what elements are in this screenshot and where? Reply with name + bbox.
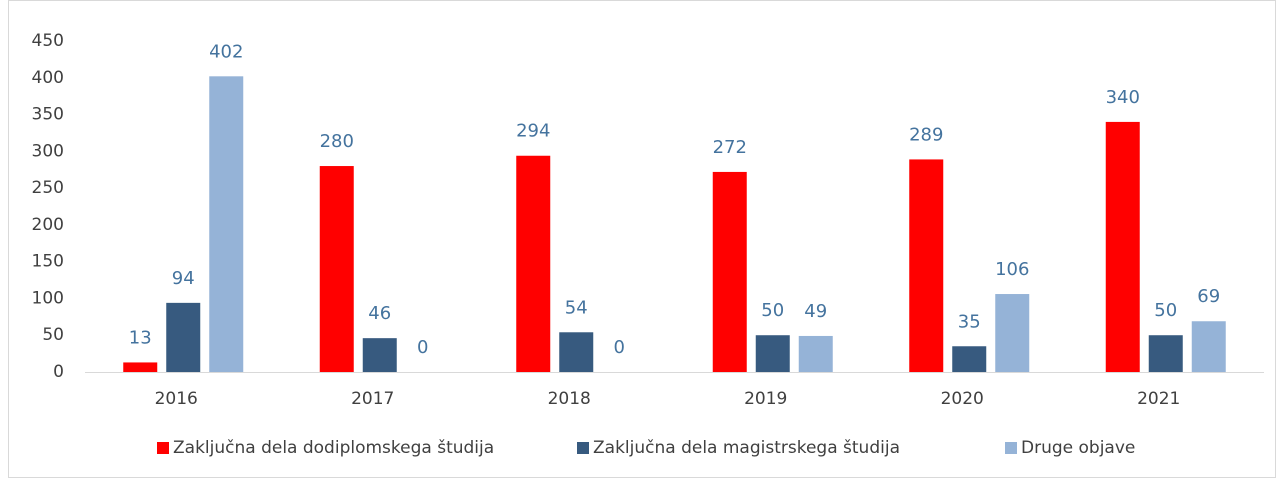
y-tick-label: 150 [32,252,64,272]
value-label: 94 [172,268,195,289]
bar [798,335,833,372]
value-label: 0 [417,337,428,358]
x-tick-label: 2017 [351,389,394,409]
bar [712,171,747,372]
bar [123,362,158,372]
bar [516,155,551,372]
y-tick-label: 200 [32,215,64,235]
y-tick-label: 250 [32,178,64,198]
x-tick-label: 2016 [155,389,198,409]
bar [909,159,944,372]
value-label: 46 [368,303,391,324]
y-tick-label: 0 [53,362,64,382]
value-label: 0 [614,337,625,358]
bar [362,338,397,372]
value-label: 272 [713,137,747,158]
bar [1191,321,1226,372]
legend-swatch [577,442,589,454]
value-label: 35 [958,311,981,332]
value-label: 280 [320,131,354,152]
y-tick-label: 400 [32,68,64,88]
x-tick-label: 2018 [548,389,591,409]
bar [1148,335,1183,372]
y-tick-label: 350 [32,105,64,125]
legend-label: Zaključna dela dodiplomskega študija [173,438,494,458]
y-tick-label: 300 [32,141,64,161]
value-label: 289 [909,124,943,145]
value-label: 13 [129,327,152,348]
legend-swatch [1005,442,1017,454]
bar [995,294,1030,372]
value-label: 50 [1154,300,1177,321]
value-label: 50 [761,300,784,321]
legend-swatch [157,442,169,454]
value-label: 294 [516,121,550,142]
x-tick-label: 2019 [744,389,787,409]
y-tick-label: 50 [42,325,64,345]
y-tick-label: 450 [32,31,64,51]
bar [1105,121,1140,373]
bar [755,335,790,372]
value-label: 106 [995,259,1029,280]
bar [319,166,354,372]
legend-label: Zaključna dela magistrskega študija [593,438,900,458]
value-label: 49 [804,301,827,322]
x-tick-label: 2020 [941,389,984,409]
bar [952,346,987,372]
y-tick-label: 100 [32,288,64,308]
legend-label: Druge objave [1021,438,1135,458]
value-label: 402 [209,41,243,62]
bar [166,302,201,372]
bar [559,332,594,372]
chart-border [8,0,1276,478]
bar [209,76,244,372]
value-label: 69 [1197,286,1220,307]
x-tick-label: 2021 [1137,389,1180,409]
value-label: 54 [565,297,588,318]
value-label: 340 [1106,87,1140,108]
